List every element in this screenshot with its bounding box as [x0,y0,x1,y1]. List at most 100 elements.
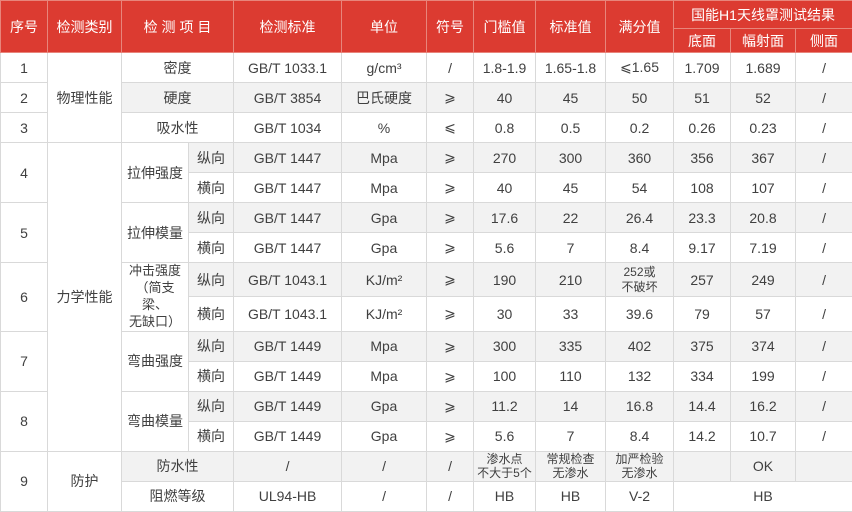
header-row-main: 序号 检测类别 检 测 项 目 检测标准 单位 符号 门槛值 标准值 满分值 国… [1,1,852,29]
cell-full-score: 132 [606,361,674,391]
cell-result-bottom: 375 [674,331,731,361]
cell-category-physical: 物理性能 [48,53,122,143]
cell-result-side: / [796,83,852,113]
cell-full-score: 39.6 [606,297,674,331]
cell-standard-value: 210 [536,263,606,297]
cell-result-radiation: 52 [731,83,796,113]
col-header-result-bottom: 底面 [674,29,731,53]
cell-full-score: ⩽1.65 [606,53,674,83]
cell-standard: GB/T 1447 [234,233,342,263]
cell-result-side: / [796,361,852,391]
cell-threshold: 5.6 [474,233,536,263]
cell-item: 防水性 [122,451,234,481]
cell-direction: 纵向 [189,331,234,361]
col-header-unit: 单位 [342,1,427,53]
cell-threshold: 11.2 [474,391,536,421]
cell-result-bottom: 257 [674,263,731,297]
cell-threshold: 30 [474,297,536,331]
cell-result-radiation: 367 [731,143,796,173]
cell-full-score: 加严检验 无渗水 [606,451,674,481]
col-header-standard: 检测标准 [234,1,342,53]
cell-direction: 横向 [189,361,234,391]
cell-standard: GB/T 1447 [234,143,342,173]
cell-standard-value: 45 [536,83,606,113]
cell-standard: GB/T 1043.1 [234,263,342,297]
cell-direction: 纵向 [189,203,234,233]
cell-result-radiation: 7.19 [731,233,796,263]
cell-result-side: / [796,391,852,421]
cell-full-score: 26.4 [606,203,674,233]
cell-category-mechanical: 力学性能 [48,143,122,452]
cell-result-radiation: 10.7 [731,421,796,451]
cell-full-score: 16.8 [606,391,674,421]
cell-seq: 1 [1,53,48,83]
cell-result-side: / [796,113,852,143]
cell-unit: Mpa [342,331,427,361]
cell-standard-value: 14 [536,391,606,421]
cell-full-score: 360 [606,143,674,173]
cell-standard: GB/T 3854 [234,83,342,113]
cell-standard-value: HB [536,481,606,511]
table-row: 1 物理性能 密度 GB/T 1033.1 g/cm³ / 1.8-1.9 1.… [1,53,852,83]
cell-item: 密度 [122,53,234,83]
table-row: 4 力学性能 拉伸强度 纵向 GB/T 1447 Mpa ⩾ 270 300 3… [1,143,852,173]
cell-symbol: ⩾ [427,421,474,451]
cell-symbol: ⩾ [427,143,474,173]
cell-full-score: 8.4 [606,233,674,263]
cell-symbol: ⩾ [427,331,474,361]
cell-result-side: / [796,297,852,331]
cell-unit: KJ/m² [342,297,427,331]
cell-threshold: 0.8 [474,113,536,143]
cell-result-bottom: 334 [674,361,731,391]
cell-item: 拉伸强度 [122,143,189,203]
cell-symbol: ⩽ [427,113,474,143]
cell-result-side [796,451,852,481]
cell-result-radiation: 1.689 [731,53,796,83]
cell-unit: KJ/m² [342,263,427,297]
cell-full-score: 252或 不破坏 [606,263,674,297]
cell-direction: 横向 [189,421,234,451]
cell-result-side: / [796,331,852,361]
cell-seq: 5 [1,203,48,263]
cell-item: 冲击强度 （简支梁、 无缺口） [122,263,189,332]
cell-full-score: V-2 [606,481,674,511]
cell-standard: GB/T 1034 [234,113,342,143]
col-header-symbol: 符号 [427,1,474,53]
col-header-result-radiation: 幅射面 [731,29,796,53]
cell-threshold: 1.8-1.9 [474,53,536,83]
cell-result-side: / [796,421,852,451]
cell-standard: / [234,451,342,481]
cell-item: 弯曲模量 [122,391,189,451]
cell-standard: GB/T 1449 [234,361,342,391]
cell-result-merged: HB [674,481,852,511]
cell-unit: / [342,451,427,481]
cell-unit: Gpa [342,391,427,421]
cell-threshold: 渗水点 不大于5个 [474,451,536,481]
cell-standard-value: 335 [536,331,606,361]
cell-threshold: 300 [474,331,536,361]
cell-standard-value: 33 [536,297,606,331]
col-header-result-group: 国能H1天线罩测试结果 [674,1,852,29]
col-header-threshold: 门槛值 [474,1,536,53]
cell-threshold: 5.6 [474,421,536,451]
table-row: 7 弯曲强度 纵向 GB/T 1449 Mpa ⩾ 300 335 402 37… [1,331,852,361]
cell-symbol: / [427,481,474,511]
cell-seq: 2 [1,83,48,113]
cell-unit: % [342,113,427,143]
cell-result-bottom: 0.26 [674,113,731,143]
cell-standard: GB/T 1447 [234,173,342,203]
cell-result-bottom: 51 [674,83,731,113]
cell-unit: / [342,481,427,511]
cell-unit: Mpa [342,143,427,173]
cell-threshold: 270 [474,143,536,173]
cell-result-bottom: 23.3 [674,203,731,233]
cell-item: 吸水性 [122,113,234,143]
cell-result-side: / [796,233,852,263]
cell-symbol: ⩾ [427,297,474,331]
cell-standard: GB/T 1043.1 [234,297,342,331]
cell-symbol: ⩾ [427,361,474,391]
cell-seq: 6 [1,263,48,332]
cell-full-score: 54 [606,173,674,203]
cell-standard-value: 1.65-1.8 [536,53,606,83]
cell-threshold: 190 [474,263,536,297]
